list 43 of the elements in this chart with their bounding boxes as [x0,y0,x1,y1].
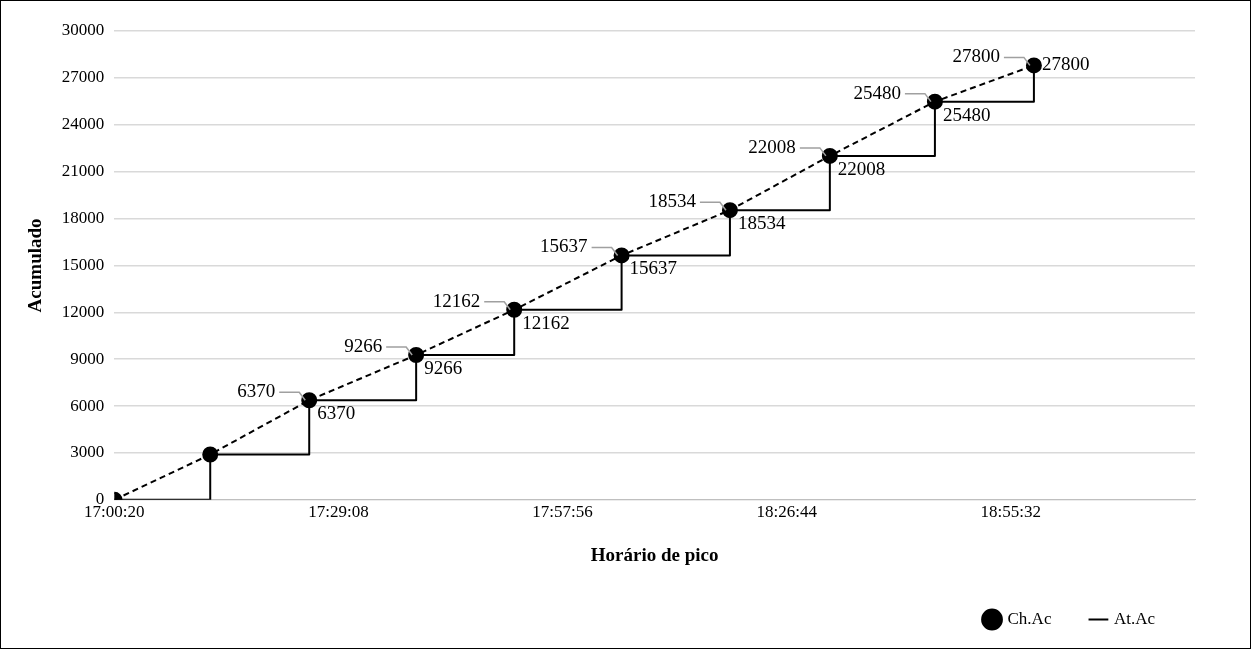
data-label: 12162 [522,311,570,333]
y-tick-label: 15000 [61,254,105,274]
point [202,446,219,463]
data-label: 27800 [1041,53,1090,75]
x-tick-label: 17:57:56 [532,502,593,522]
data-label: 18534 [648,190,697,212]
point [721,202,738,219]
data-label: 18534 [737,212,786,234]
y-tick-label: 9000 [70,348,105,368]
legend-label: Ch.Ac [1007,608,1052,628]
y-tick-label: 21000 [61,161,105,181]
data-label: 27800 [952,45,1000,67]
data-label: 25480 [853,81,901,103]
legend-label: At.Ac [1113,608,1156,628]
x-tick-label: 18:26:44 [756,502,818,522]
point [821,147,838,164]
data-label: 6370 [237,380,276,402]
x-tick-label: 17:29:08 [308,502,369,522]
data-label: 22008 [748,135,796,157]
y-axis-title: Acumulado [24,218,46,313]
data-label: 25480 [942,103,991,125]
y-tick-label: 27000 [61,67,105,87]
data-label: 15637 [540,235,588,257]
point [1025,57,1042,74]
data-label: 9266 [344,334,383,356]
y-tick-label: 18000 [61,207,105,227]
x-tick-label: 18:55:32 [980,502,1042,522]
y-tick-label: 30000 [61,20,105,40]
point [301,392,318,409]
y-tick-label: 3000 [70,442,105,462]
y-tick-label: 24000 [61,114,105,134]
data-label: 15637 [629,257,678,279]
data-label: 6370 [317,402,356,424]
data-label: 12162 [432,289,481,311]
x-axis-title: Horário de pico [590,543,719,565]
point [408,347,425,363]
point [926,93,943,110]
data-label: 22008 [837,157,886,179]
y-tick-label: 12000 [61,301,105,321]
point [506,301,523,318]
y-tick-label: 6000 [70,395,105,415]
data-label: 9266 [424,356,463,378]
point [613,247,630,264]
